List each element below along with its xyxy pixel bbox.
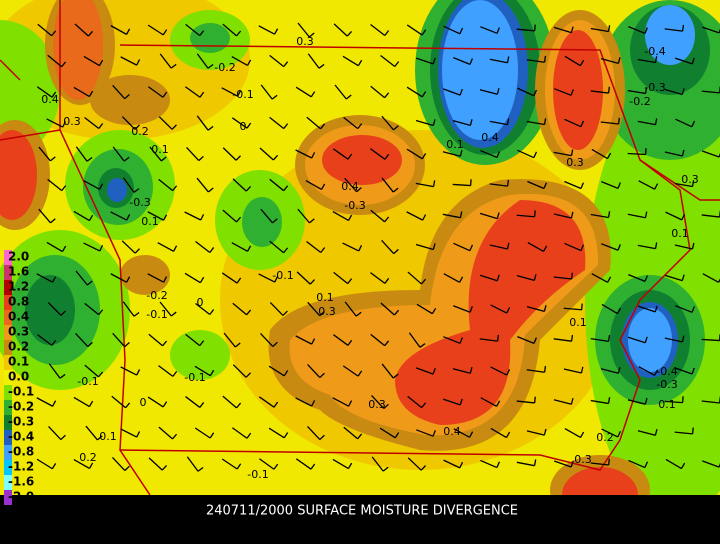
legend-label: 0.3	[8, 325, 29, 339]
wind-barb-flag	[582, 304, 583, 310]
wind-barb-flag	[535, 25, 536, 31]
contour-label: -0.1	[247, 468, 268, 481]
contour-label: 0	[240, 120, 247, 133]
contour-label: -0.2	[629, 95, 650, 108]
legend-label: -0.4	[8, 430, 34, 444]
wind-barb-flag	[535, 210, 536, 216]
contour-label: 0.4	[443, 425, 461, 438]
wind-barb-flag	[498, 335, 499, 341]
contour-label: 0.1	[569, 316, 587, 329]
contour-label: -0.1	[77, 375, 98, 388]
wind-barb-flag	[609, 459, 610, 465]
wind-barb-flag	[693, 428, 694, 434]
contour-label: -0.3	[344, 199, 365, 212]
contour-label: 0.3	[574, 453, 592, 466]
wind-barb-flag	[619, 118, 620, 124]
wind-barb-flag	[572, 273, 573, 279]
contour-label: 0.3	[296, 35, 314, 48]
wind-barb-flag	[609, 87, 610, 93]
contour-label: 0.1	[658, 398, 676, 411]
legend-label: -0.3	[8, 415, 34, 429]
contour-label: 0	[197, 296, 204, 309]
caption: 240711/2000 SURFACE MOISTURE DIVERGENCE	[206, 504, 518, 519]
legend-label: 0.4	[8, 310, 29, 324]
wind-barb-flag	[683, 25, 684, 31]
contour-label: -0.4	[656, 365, 677, 378]
legend-label: 1.6	[8, 265, 29, 279]
contour-fill: 0.3-0.2-0.100.20.10.40.30.10.4-0.30.10.4…	[0, 0, 720, 525]
legend-label: 0.0	[8, 370, 29, 384]
wind-barb-flag	[545, 56, 546, 62]
contour-label: -0.2	[146, 289, 167, 302]
legend-label: 0.2	[8, 340, 29, 354]
contour-label: -0.1	[146, 308, 167, 321]
legend-label: -1.6	[8, 475, 34, 489]
legend-label: -0.1	[8, 385, 34, 399]
contour-label: 0.4	[481, 131, 499, 144]
legend-label: 0.1	[8, 355, 29, 369]
contour-label: -0.1	[232, 88, 253, 101]
contour-label: -0.3	[644, 81, 665, 94]
contour-label: 0.3	[63, 115, 81, 128]
contour-label: 0.3	[681, 173, 699, 186]
contour-label: -0.2	[214, 61, 235, 74]
contour-label: 0.2	[131, 125, 149, 138]
legend-label: -1.2	[8, 460, 34, 474]
legend-label: -0.2	[8, 400, 34, 414]
wind-barb-flag	[535, 397, 536, 403]
contour-label: 0.3	[318, 305, 336, 318]
contour-label: 0.1	[151, 143, 169, 156]
contour-label: 0.3	[368, 398, 386, 411]
contour-label: 0.1	[141, 215, 159, 228]
legend-label: -0.8	[8, 445, 34, 459]
contour-label: 0.1	[446, 138, 464, 151]
contour-label: 0.4	[341, 180, 359, 193]
contour-label: -0.4	[644, 45, 665, 58]
contour-label: 0.1	[316, 291, 334, 304]
contour-label: -0.3	[656, 378, 677, 391]
contour-label: 0.1	[671, 227, 689, 240]
contour-label: 0.1	[99, 430, 117, 443]
wind-barb-flag	[572, 335, 573, 341]
contour-label: 0	[140, 396, 147, 409]
legend-label: 1.2	[8, 280, 29, 294]
legend-label: -2.0	[8, 490, 34, 504]
wind-barb-flag	[508, 180, 509, 186]
contour-label: 0.3	[566, 156, 584, 169]
contour-label: -0.1	[184, 371, 205, 384]
wind-barb-flag	[545, 366, 546, 372]
contour-label: 0.2	[79, 451, 97, 464]
contour-label: -0.3	[129, 196, 150, 209]
contour-label: -0.1	[272, 269, 293, 282]
contour-label: 0.4	[41, 93, 59, 106]
legend-label: 2.0	[8, 250, 29, 264]
legend-label: 0.8	[8, 295, 29, 309]
contour-label: 0.2	[596, 431, 614, 444]
